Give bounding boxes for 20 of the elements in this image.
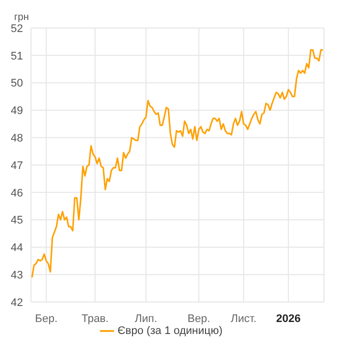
y-tick-label: 42: [10, 296, 23, 309]
y-tick-label: 47: [10, 160, 23, 172]
y-tick-label: 46: [10, 187, 23, 200]
y-tick-label: 43: [10, 270, 23, 282]
y-tick-label: 50: [10, 78, 23, 90]
x-tick-label: 2026: [276, 313, 301, 325]
x-tick-label: Трав.: [81, 313, 109, 325]
x-tick-label: Лист.: [230, 313, 257, 325]
y-tick-label: 49: [10, 105, 23, 118]
x-tick-label: Лип.: [134, 313, 158, 325]
y-tick-label: 52: [10, 22, 23, 35]
y-tick-label: 48: [10, 132, 23, 145]
y-axis-title: грн: [14, 12, 29, 23]
x-tick-label: Вер.: [188, 313, 210, 325]
x-tick-label: Бер.: [35, 313, 58, 325]
legend-label: Євро (за 1 одиницю): [118, 324, 222, 337]
y-tick-label: 51: [10, 50, 23, 62]
line-series: [31, 49, 324, 278]
y-tick-label: 45: [10, 214, 23, 227]
y-tick-label: 44: [10, 242, 23, 254]
